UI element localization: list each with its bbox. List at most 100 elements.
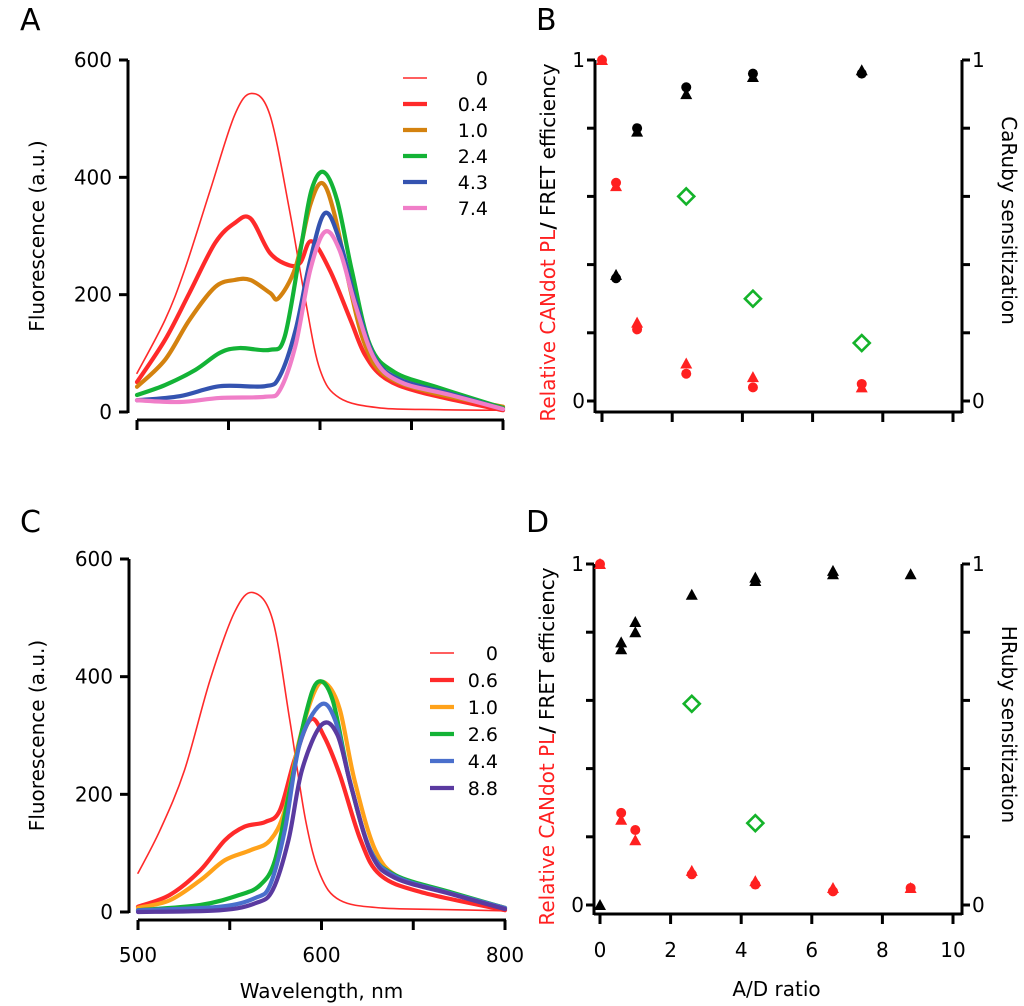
panel-a-spectra-chart: 0 200 400 600 Fluorescence (a.u.) 0 0.4 1.0 2.4 4… <box>25 48 506 430</box>
x-tick-label: 8 <box>876 938 889 962</box>
y-right-tick-label: 1 <box>972 48 985 72</box>
legend-label: 2.6 <box>468 724 498 746</box>
y-axis-left-title-part: Relative CANdot PL <box>536 229 560 422</box>
x-tick-label: 600 <box>302 943 340 967</box>
y-right-tick-label: 0 <box>972 893 985 917</box>
series-line-0 <box>136 92 504 412</box>
x-tick-label: 800 <box>486 943 524 967</box>
panel-letter-d: D <box>526 505 549 540</box>
data-point-circle <box>616 807 627 818</box>
panel-letter-a: A <box>20 3 41 38</box>
y-tick-label: 0 <box>100 900 113 924</box>
legend-label: 8.8 <box>468 778 498 800</box>
y-tick-label: 400 <box>75 665 113 689</box>
y-right-tick-label: 0 <box>972 389 985 413</box>
legend-label: 1.0 <box>468 697 498 719</box>
legend-label: 0.4 <box>458 94 488 116</box>
legend-label: 2.4 <box>458 146 488 168</box>
data-point-triangle <box>749 571 762 583</box>
series-line-7.4 <box>134 229 506 412</box>
data-point-triangle <box>631 316 644 328</box>
y-axis-right-title: CaRuby sensitization <box>997 116 1021 325</box>
data-point-triangle <box>680 88 693 100</box>
panel-letter-c: C <box>20 505 41 540</box>
panel-b-scatter-chart: 0 1 0 1 Relative CANdot PL/ FRET efficiency C… <box>536 48 1021 422</box>
data-point-triangle <box>629 626 642 638</box>
y-axis-left-title-part: / <box>535 726 559 734</box>
panel-letter-b: B <box>536 3 557 38</box>
data-point-triangle <box>680 357 693 369</box>
y-axis-left-title-part: FRET efficiency <box>535 567 559 726</box>
x-axis-title: A/D ratio <box>732 977 820 1001</box>
data-point-diamond <box>743 288 763 309</box>
x-tick-label: 0 <box>594 938 607 962</box>
y-right-tick-label: 1 <box>972 552 985 576</box>
y-left-tick-label: 0 <box>571 893 584 917</box>
series-line-8.8 <box>135 720 508 915</box>
legend-label: 1.0 <box>458 120 488 142</box>
legend-label: 7.4 <box>458 198 488 220</box>
data-point-triangle <box>615 813 628 825</box>
panel-c-spectra-chart: 0 200 400 600 500 600 800 Fluorescence (a.u.) Wa… <box>25 547 524 1003</box>
y-axis-right-title: HRuby sensitization <box>997 626 1021 823</box>
y-left-tick-label: 1 <box>572 48 585 72</box>
x-tick-label: 2 <box>664 938 677 962</box>
legend-label: 0.6 <box>468 670 498 692</box>
data-point-triangle <box>594 558 606 569</box>
y-tick-label: 200 <box>75 782 113 806</box>
y-tick-label: 0 <box>99 400 112 424</box>
data-point-triangle <box>631 125 644 137</box>
data-point-triangle <box>746 71 759 83</box>
data-point-diamond <box>745 813 766 833</box>
x-axis-title: Wavelength, nm <box>240 979 404 1003</box>
y-axis-left-title-part: FRET efficiency <box>536 63 560 222</box>
y-axis-left-title-part: Relative CANdot PL <box>535 733 559 926</box>
data-point-diamond <box>676 186 697 207</box>
y-left-tick-label: 1 <box>571 552 584 576</box>
y-axis-left-title: Relative CANdot PL/ FRET efficiency <box>535 567 559 925</box>
data-point-triangle <box>610 180 623 192</box>
data-point-triangle <box>904 881 917 893</box>
data-point-triangle <box>855 381 868 393</box>
data-point-diamond <box>681 693 702 714</box>
data-point-triangle <box>629 834 642 846</box>
x-tick-label: 6 <box>805 938 818 962</box>
legend-label: 0 <box>486 643 498 665</box>
x-tick-label: 10 <box>940 938 965 962</box>
data-point-triangle <box>615 643 628 655</box>
data-point-circle <box>747 382 758 393</box>
data-point-circle <box>681 368 692 379</box>
data-point-triangle <box>685 864 698 876</box>
data-point-triangle <box>685 588 698 600</box>
data-point-circle <box>630 824 641 835</box>
data-point-triangle <box>855 64 868 76</box>
y-axis-left-title: Relative CANdot PL/ FRET efficiency <box>536 63 560 421</box>
y-axis-title: Fluorescence (a.u.) <box>25 640 49 831</box>
y-tick-label: 600 <box>75 547 113 571</box>
series-line-2.4 <box>134 169 506 410</box>
legend-label: 4.4 <box>468 751 498 773</box>
series-line-1.0 <box>135 679 508 910</box>
legend-label: 4.3 <box>458 172 488 194</box>
data-point-triangle <box>749 875 762 887</box>
x-tick-label: 500 <box>119 943 157 967</box>
series-line-0.6 <box>135 716 508 913</box>
y-tick-label: 400 <box>74 165 112 189</box>
data-point-circle <box>681 82 692 93</box>
y-tick-label: 200 <box>74 283 112 307</box>
y-tick-label: 600 <box>74 48 112 72</box>
series-line-0 <box>137 591 506 912</box>
data-point-triangle <box>615 636 628 648</box>
y-axis-left-title-part: / <box>536 222 560 230</box>
y-axis-title: Fluorescence (a.u.) <box>25 140 49 331</box>
data-point-triangle <box>629 615 642 627</box>
legend-label: 0 <box>476 68 488 90</box>
y-left-tick-label: 0 <box>572 389 585 413</box>
data-point-triangle <box>826 881 839 893</box>
data-point-triangle <box>594 899 606 910</box>
data-point-diamond <box>851 333 872 353</box>
data-point-triangle <box>746 371 759 383</box>
data-point-triangle <box>826 564 839 576</box>
